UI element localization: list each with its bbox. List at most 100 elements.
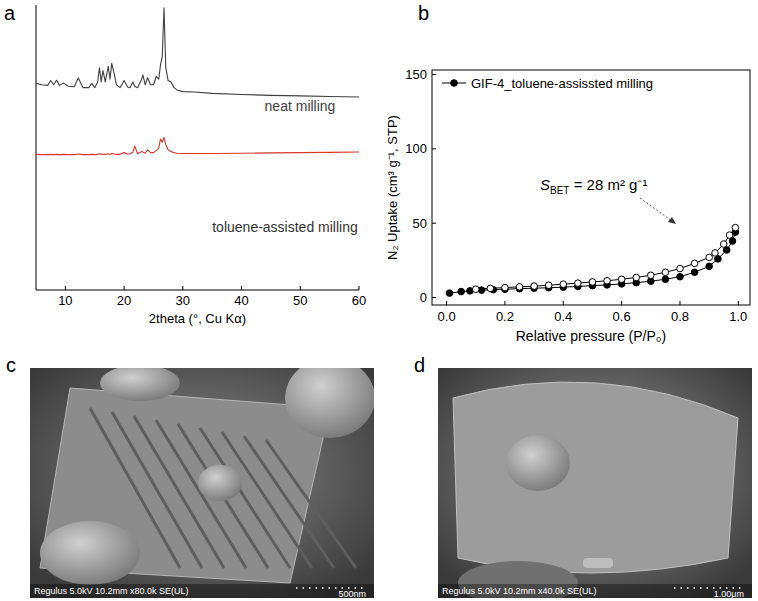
plot-area	[446, 224, 739, 296]
x-tick	[65, 286, 66, 290]
plot-frame	[432, 70, 750, 305]
isotherm-point	[706, 263, 713, 270]
sem-image	[30, 368, 374, 598]
x-tick-label: 50	[293, 293, 307, 308]
sem-particle	[285, 368, 374, 438]
x-tick	[182, 286, 183, 290]
y-tick-label: 50	[413, 216, 427, 231]
isotherm-point	[458, 288, 465, 295]
sem-striation	[266, 440, 356, 568]
isotherm-point	[720, 241, 727, 248]
isotherm-point	[648, 272, 655, 279]
isotherm-point	[560, 281, 567, 288]
isotherm-point	[662, 269, 669, 276]
isotherm-point	[691, 269, 698, 276]
x-axis	[36, 290, 359, 291]
isotherm-point	[662, 276, 669, 283]
x-tick-label: 0.2	[496, 309, 514, 324]
annotation-part: = 28 m² g⁻¹	[569, 176, 647, 193]
isotherm-point	[472, 286, 479, 293]
x-axis-title: Relative pressure (P/P₀)	[516, 328, 667, 344]
isotherm-point	[516, 284, 523, 291]
sem-particle	[198, 465, 242, 501]
x-tick-label: 0.6	[613, 309, 631, 324]
x-tick	[738, 301, 739, 305]
isotherm-line	[450, 232, 736, 293]
x-tick-label: 20	[117, 293, 131, 308]
xrd-line	[36, 8, 359, 97]
annotation-part: BET	[550, 185, 569, 196]
x-axis-title: 2theta (°, Cu Kα)	[149, 311, 246, 326]
sem-image	[438, 368, 752, 598]
xrd-line	[36, 138, 359, 155]
isotherm-point	[487, 285, 494, 292]
info-bar	[438, 584, 752, 598]
x-tick	[679, 301, 680, 305]
panel-letter: a	[4, 2, 16, 24]
isotherm-point	[677, 265, 684, 272]
y-tick-label: 150	[405, 67, 427, 82]
x-tick	[446, 301, 447, 305]
sem-particle	[40, 521, 140, 585]
scale-bar-label: 500nm	[338, 589, 366, 599]
isotherm-point	[691, 260, 698, 267]
x-tick	[300, 286, 301, 290]
isotherm-point	[618, 276, 625, 283]
panel-letter: d	[414, 354, 425, 376]
x-tick-label: 30	[176, 293, 190, 308]
x-tick	[504, 301, 505, 305]
isotherm-point	[589, 279, 596, 286]
y-axis	[36, 5, 37, 290]
y-tick	[432, 223, 436, 224]
isotherm-line	[476, 228, 736, 290]
isotherm-point	[545, 282, 552, 289]
x-tick-label: 40	[234, 293, 248, 308]
y-tick-label: 0	[420, 290, 427, 305]
sem-info: Regulus 5.0kV 10.2mm x80.0k SE(UL)	[34, 586, 189, 596]
sem-striation	[244, 436, 334, 568]
annotation-part: S	[540, 176, 550, 193]
isotherm-point	[712, 250, 719, 257]
isotherm-point	[446, 290, 453, 297]
figure: a1020304050602theta (°, Cu Kα)neat milli…	[0, 0, 758, 601]
isotherm-point	[732, 224, 739, 231]
isotherm-point	[604, 277, 611, 284]
sem-particle	[506, 435, 570, 491]
sem-striation	[178, 424, 268, 568]
panel-letter: c	[6, 354, 16, 376]
panel-letter: b	[418, 2, 429, 24]
arrow-head	[668, 217, 676, 224]
series-label: neat milling	[265, 98, 336, 114]
sem-particle	[100, 368, 180, 401]
plot-area	[36, 8, 359, 155]
sem-striation	[156, 420, 246, 568]
sem-particle-large	[453, 382, 738, 573]
y-tick-label: 100	[405, 141, 427, 156]
series-label: toluene-assisted milling	[212, 219, 358, 235]
sem-background	[438, 368, 752, 598]
isotherm-point	[706, 254, 713, 261]
x-tick	[359, 286, 360, 290]
x-tick	[241, 286, 242, 290]
isotherm-point	[677, 273, 684, 280]
scale-bar-label: 1.00μm	[714, 589, 744, 599]
x-tick-label: 1.0	[729, 309, 747, 324]
sem-striation	[222, 432, 312, 568]
isotherm-point	[633, 274, 640, 281]
sem-info: Regulus 5.0kV 10.2mm x40.0k SE(UL)	[442, 586, 597, 596]
isotherm-point	[726, 232, 733, 239]
isotherm-point	[575, 280, 582, 287]
annotation: SBET = 28 m² g⁻¹	[540, 176, 647, 196]
x-tick-label: 0.0	[438, 309, 456, 324]
sem-particle	[583, 558, 613, 568]
isotherm-point	[531, 283, 538, 290]
annotation-arrow	[640, 198, 676, 224]
y-tick	[432, 148, 436, 149]
isotherm-point	[502, 284, 509, 291]
x-tick-label: 0.8	[671, 309, 689, 324]
info-bar	[30, 584, 374, 598]
y-tick	[432, 297, 436, 298]
x-tick-label: 60	[352, 293, 366, 308]
x-tick	[621, 301, 622, 305]
x-tick-label: 0.4	[554, 309, 572, 324]
